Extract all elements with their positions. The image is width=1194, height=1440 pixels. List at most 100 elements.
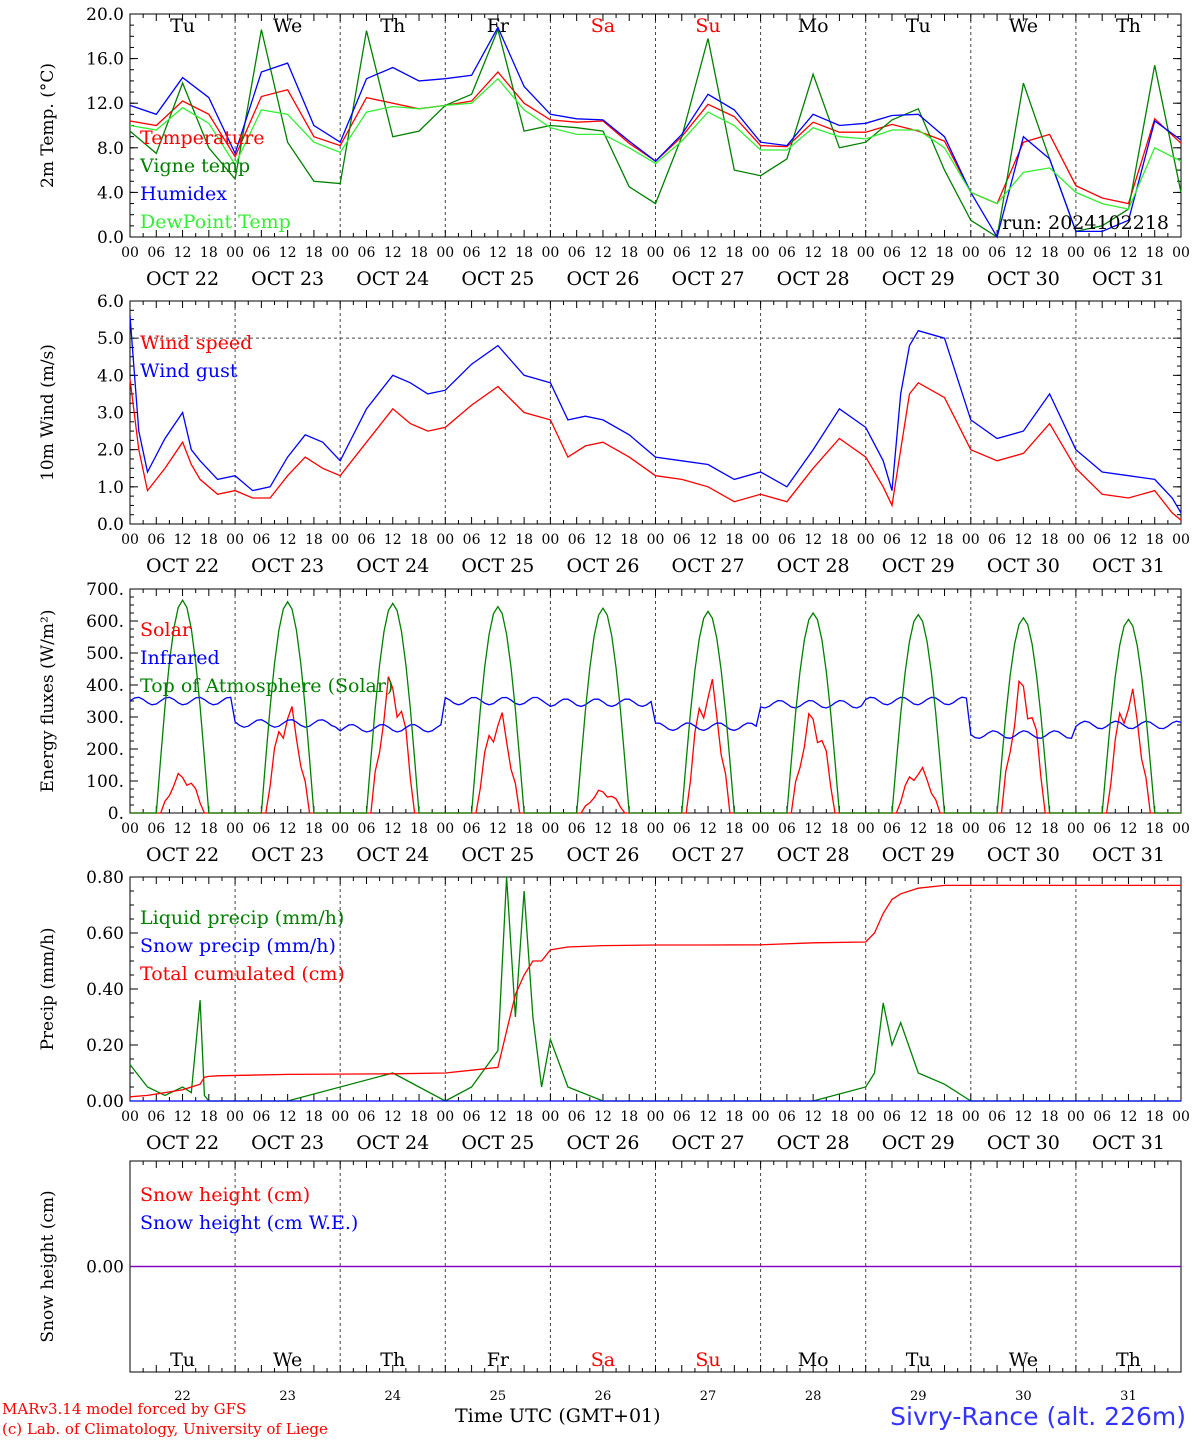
hour-label: 18 [515,245,533,261]
hour-label: 18 [831,1109,849,1125]
date-label: OCT 26 [566,1132,639,1154]
hour-label: 06 [988,532,1006,548]
day-number-label: 26 [595,1389,612,1404]
hour-label: 00 [226,1109,244,1125]
legend-entry: DewPoint Temp [140,211,291,233]
series-line-top-of-atmosphere-solar- [130,598,1181,814]
hour-label: 18 [725,532,743,548]
legend-entry: Wind speed [140,332,252,354]
hour-label: 06 [358,1109,376,1125]
date-label: OCT 28 [777,1132,850,1154]
date-label: OCT 22 [146,268,219,290]
hour-label: 00 [1067,821,1085,837]
y-tick-label: 6.0 [97,292,124,312]
hour-label: 18 [305,532,323,548]
date-label: OCT 27 [672,844,745,866]
hour-label: 06 [463,532,481,548]
hour-label: 18 [936,245,954,261]
hour-label: 06 [778,532,796,548]
hour-label: 12 [1014,532,1032,548]
day-number-label: 24 [384,1389,401,1404]
run-label: run: 2024102218 [1002,212,1169,234]
hour-label: 00 [857,532,875,548]
y-tick-label: 20.0 [86,5,124,25]
y-tick-label: 200. [86,740,124,760]
weekday-label: Fr [487,1349,510,1371]
y-tick-label: 2.0 [97,441,124,461]
hour-label: 18 [1146,821,1164,837]
hour-label: 00 [1172,532,1190,548]
series-line-humidex [129,25,1182,239]
hour-label: 00 [1067,245,1085,261]
weekday-label: Su [695,15,720,37]
weekday-label: Fr [487,15,510,37]
hour-label: 12 [384,532,402,548]
panel-snow: 0.00 Snow height (cm) Snow height (cm) Snow… [38,1160,1182,1404]
date-label: OCT 31 [1092,1132,1165,1154]
panel-energy: 0. 100. 200. 300. 400. 500. 600. 700. Energy flu… [38,580,1190,866]
hour-label: 06 [252,1109,270,1125]
hour-label: 12 [594,532,612,548]
hour-label: 00 [331,1109,349,1125]
date-label: OCT 24 [356,268,429,290]
hour-label: 18 [725,1109,743,1125]
hour-label: 00 [121,532,139,548]
hour-label: 12 [174,245,192,261]
hour-label: 12 [279,821,297,837]
hour-label: 00 [121,821,139,837]
date-label: OCT 23 [251,555,324,577]
date-label: OCT 23 [251,268,324,290]
hour-label: 06 [568,245,586,261]
hour-label: 18 [831,245,849,261]
panel-temp: 0.0 4.0 8.0 12.0 16.0 20.0 2m Temp. (°C) Temper… [38,5,1190,290]
date-label: OCT 29 [882,844,955,866]
hour-label: 06 [252,532,270,548]
y-tick-label: 12.0 [86,94,124,114]
y-tick-label: 0.60 [86,924,124,944]
hour-label: 06 [1093,1109,1111,1125]
y-tick-label: 0.00 [86,1092,124,1112]
hour-label: 00 [436,1109,454,1125]
weekday-label: We [1009,15,1038,37]
hour-label: 18 [620,821,638,837]
hour-label: 12 [909,821,927,837]
hour-label: 00 [226,821,244,837]
hour-label: 00 [647,245,665,261]
hour-label: 06 [147,532,165,548]
date-label: OCT 25 [461,844,534,866]
hour-label: 00 [962,1109,980,1125]
y-tick-label: 100. [86,772,124,792]
y-tick-label: 0.20 [86,1036,124,1056]
y-tick-label: 700. [86,580,124,600]
hour-label: 12 [699,1109,717,1125]
legend-entry: Snow height (cm W.E.) [140,1212,358,1234]
weekday-label: Mo [798,15,829,37]
hour-label: 18 [200,245,218,261]
hour-label: 18 [515,1109,533,1125]
hour-label: 00 [752,532,770,548]
hour-label: 18 [620,1109,638,1125]
hour-label: 18 [725,821,743,837]
date-label: OCT 30 [987,268,1060,290]
weekday-label: We [273,1349,302,1371]
hour-label: 18 [410,821,428,837]
hour-label: 18 [620,532,638,548]
date-label: OCT 30 [987,844,1060,866]
y-tick-label: 400. [86,676,124,696]
legend-entry: Solar [140,619,192,641]
hour-label: 18 [515,532,533,548]
date-label: OCT 26 [566,268,639,290]
day-number-label: 29 [910,1389,927,1404]
hour-label: 06 [988,1109,1006,1125]
hour-label: 18 [831,532,849,548]
hour-label: 18 [1041,532,1059,548]
hour-label: 06 [568,532,586,548]
hour-label: 18 [200,532,218,548]
hour-label: 00 [857,821,875,837]
hour-label: 12 [174,821,192,837]
hour-label: 18 [620,245,638,261]
hour-label: 12 [174,1109,192,1125]
hour-label: 00 [857,1109,875,1125]
hour-label: 06 [778,821,796,837]
hour-label: 00 [647,1109,665,1125]
